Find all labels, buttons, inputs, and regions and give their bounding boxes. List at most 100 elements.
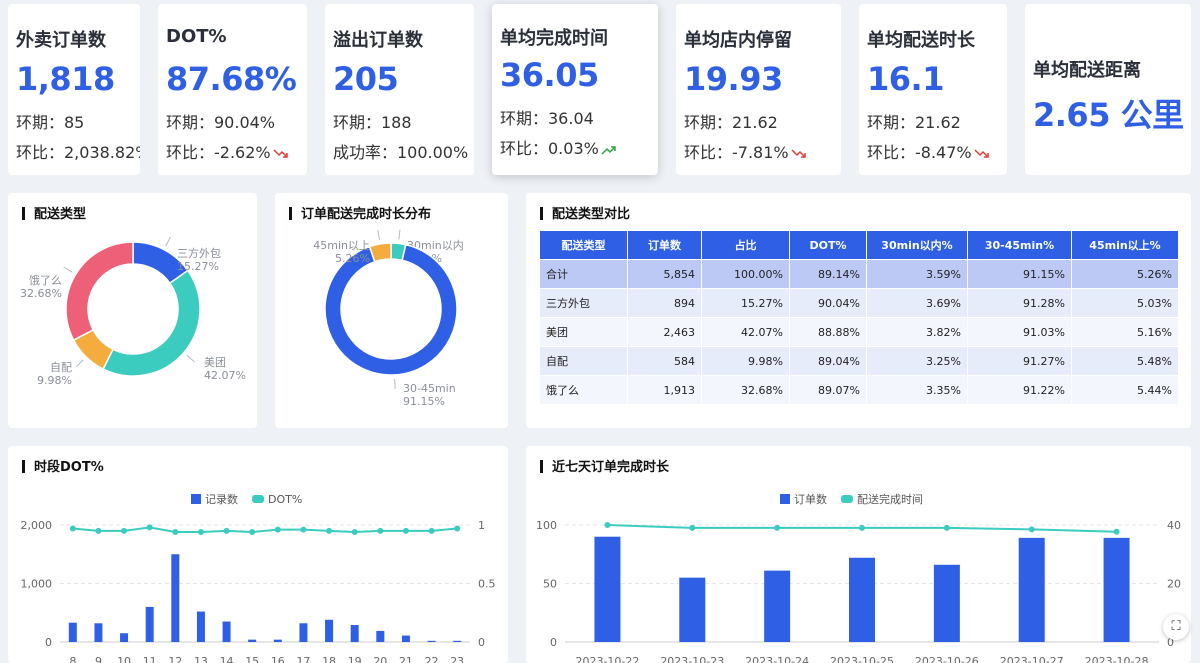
line-point [146, 524, 153, 531]
label-leader [186, 354, 195, 363]
slice-percent: 42.07% [204, 369, 246, 382]
table-row: 三方外包 894 15.27% 90.04% 3.69% 91.28% 5.03% [539, 288, 1179, 318]
bar [401, 635, 410, 642]
bar [1103, 537, 1130, 642]
label-leader [165, 236, 171, 247]
line-point [604, 522, 611, 528]
slice-percent: 32.68% [20, 287, 62, 300]
table-cell: 91.27% [967, 346, 1072, 376]
x-tick: 2023-10-26 [915, 655, 979, 663]
line-point [69, 525, 76, 532]
column-header[interactable]: 订单数 [627, 230, 702, 260]
y-tick-right: 20 [1167, 578, 1181, 591]
section-title: 时段DOT% [22, 456, 104, 475]
legend-line-swatch [252, 495, 264, 503]
slice-label: 饿了么 [29, 273, 62, 287]
table-cell: 584 [627, 346, 702, 376]
slice-percent: 91.15% [403, 395, 445, 408]
bar [248, 639, 257, 642]
table-cell: 5.48% [1071, 346, 1179, 376]
legend-item[interactable]: 订单数 [794, 493, 827, 506]
kpi-card-distance[interactable]: 单均配送距离 2.65 公里 [1025, 4, 1191, 175]
series-line [72, 526, 458, 534]
column-header[interactable]: 45min以上% [1071, 230, 1179, 260]
kpi-value: 16.1 [867, 60, 944, 98]
bar [1018, 537, 1045, 642]
kpi-success-rate: 成功率：100.00% [333, 143, 469, 162]
delivery-type-panel: 配送类型 三方外包 15.27% 美团 42.07% 自配 9.98% 饿了么 32.68% [8, 193, 257, 428]
line-point [223, 527, 230, 534]
line-point [351, 529, 358, 536]
label-leader [75, 359, 84, 368]
legend-bar-swatch [780, 494, 790, 504]
type-compare-panel: 配送类型对比 配送类型 订单数 占比 DOT% 30min以内% 30-45mi… [526, 193, 1191, 428]
chart-legend[interactable]: 记录数 DOT% [191, 491, 302, 507]
line-point [377, 527, 384, 534]
x-tick: 17 [296, 655, 310, 663]
kpi-card-dot[interactable]: DOT% 87.68% 环期：90.04% 环比：-2.62% [158, 4, 307, 175]
kpi-card-orders[interactable]: 外卖订单数 1,818 环期：85 环比：2,038.82% [8, 4, 140, 175]
table-cell: 3.82% [866, 317, 968, 347]
table-cell: 1,913 [627, 375, 702, 405]
table-cell: 89.14% [789, 259, 867, 289]
column-header[interactable]: 30-45min% [967, 230, 1072, 260]
line-point [121, 527, 128, 534]
column-header[interactable]: 占比 [701, 230, 790, 260]
column-header[interactable]: 30min以内% [866, 230, 968, 260]
legend-bar-swatch [191, 494, 201, 504]
table-cell: 3.35% [866, 375, 968, 405]
legend-item[interactable]: 记录数 [205, 493, 238, 506]
line-point [197, 529, 204, 536]
pie-slice [102, 269, 201, 377]
x-tick: 21 [399, 655, 413, 663]
y-tick-left: 2,000 [21, 519, 53, 532]
x-tick: 15 [245, 655, 259, 663]
table-row: 饿了么 1,913 32.68% 89.07% 3.35% 91.22% 5.44% [539, 375, 1179, 405]
line-point [689, 524, 696, 531]
kpi-value: 19.93 [684, 60, 783, 98]
kpi-card-complete-time[interactable]: 单均完成时间 36.05 环期：36.04 环比：0.03% [492, 4, 658, 175]
pie-slice [65, 241, 134, 342]
line-point [172, 529, 179, 536]
expand-icon[interactable]: ⛶ [1163, 614, 1189, 640]
column-header[interactable]: DOT% [789, 230, 867, 260]
kpi-card-delivery-time[interactable]: 单均配送时长 16.1 环期：21.62 环比：-8.47% [859, 4, 1007, 175]
x-tick: 2023-10-27 [1000, 655, 1064, 663]
table-cell: 91.28% [967, 288, 1072, 318]
kpi-ratio-text: 环比：0.03% [500, 139, 599, 158]
column-header[interactable]: 配送类型 [539, 230, 628, 260]
kpi-ratio: 环比：0.03% [500, 135, 617, 159]
kpi-ratio-text: 环比：-2.62% [166, 143, 271, 162]
kpi-card-overflow[interactable]: 溢出订单数 205 环期：188 成功率：100.00% [325, 4, 474, 175]
table-cell: 三方外包 [539, 288, 628, 318]
bar [68, 622, 77, 642]
x-tick: 20 [373, 655, 387, 663]
slice-percent: 15.27% [177, 260, 219, 273]
kpi-value: 2.65 公里 [1033, 96, 1184, 134]
y-tick-left: 0 [45, 636, 52, 649]
line-point [95, 527, 102, 534]
y-tick-left: 0 [550, 636, 557, 649]
kpi-card-instore[interactable]: 单均店内停留 19.93 环期：21.62 环比：-7.81% [676, 4, 841, 175]
table-row: 合计 5,854 100.00% 89.14% 3.59% 91.15% 5.26% [539, 259, 1179, 289]
bar [849, 557, 875, 642]
x-tick: 2023-10-28 [1085, 655, 1149, 663]
table-cell: 3.25% [866, 346, 968, 376]
kpi-period: 环期：85 [16, 113, 85, 132]
table-cell: 3.69% [866, 288, 968, 318]
kpi-period: 环期：90.04% [166, 113, 276, 132]
bar [427, 640, 436, 642]
kpi-title: 溢出订单数 [333, 30, 423, 51]
table-cell: 42.07% [701, 317, 790, 347]
legend-item[interactable]: DOT% [268, 493, 303, 506]
trend-down-icon [974, 148, 989, 158]
table-cell: 美团 [539, 317, 628, 347]
slice-label: 30min以内 [407, 238, 464, 252]
chart-legend[interactable]: 订单数 配送完成时间 [780, 491, 923, 507]
line-point [249, 529, 256, 536]
seven-day-panel: 近七天订单完成时长 订单数 配送完成时间 0 50 100 0 20 40 2023-10-2… [526, 446, 1191, 663]
legend-item[interactable]: 配送完成时间 [857, 493, 923, 506]
x-tick: 11 [143, 655, 157, 663]
kpi-ratio-text: 环比：-7.81% [684, 143, 789, 162]
